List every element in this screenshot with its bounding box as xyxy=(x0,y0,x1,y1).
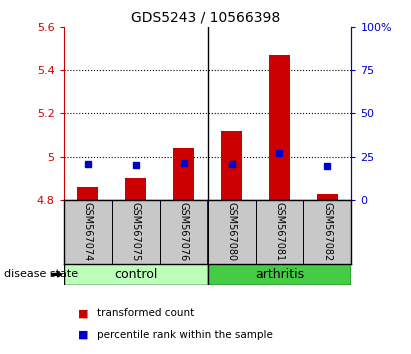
Text: control: control xyxy=(114,268,157,281)
Text: ■: ■ xyxy=(78,308,89,318)
Text: percentile rank within the sample: percentile rank within the sample xyxy=(97,330,272,339)
Text: GSM567080: GSM567080 xyxy=(226,202,236,261)
Text: ■: ■ xyxy=(78,330,89,339)
Text: transformed count: transformed count xyxy=(97,308,194,318)
Bar xyxy=(208,264,351,285)
Text: arthritis: arthritis xyxy=(255,268,304,281)
Text: disease state: disease state xyxy=(4,269,78,279)
Bar xyxy=(173,148,194,200)
Text: GSM567075: GSM567075 xyxy=(131,202,141,261)
Text: GSM567082: GSM567082 xyxy=(323,202,332,261)
Bar xyxy=(316,194,338,200)
Text: GSM567074: GSM567074 xyxy=(83,202,92,261)
Text: GSM567081: GSM567081 xyxy=(275,202,284,261)
Text: GSM567076: GSM567076 xyxy=(179,202,189,261)
Text: GDS5243 / 10566398: GDS5243 / 10566398 xyxy=(131,11,280,25)
Bar xyxy=(125,178,146,200)
Bar xyxy=(64,264,208,285)
Bar xyxy=(221,131,242,200)
Bar xyxy=(77,187,99,200)
Bar xyxy=(269,55,290,200)
